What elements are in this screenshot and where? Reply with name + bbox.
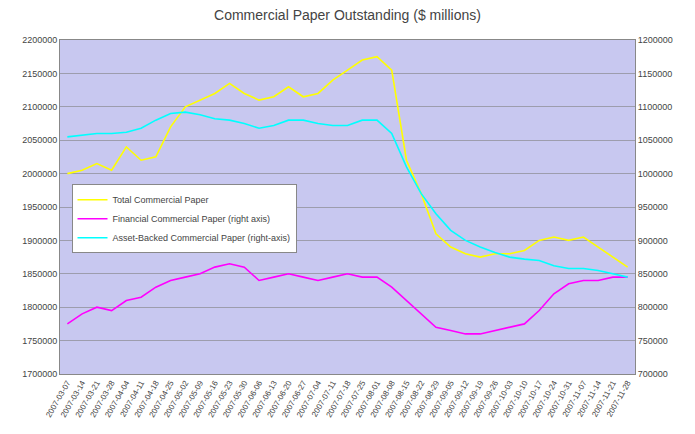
svg-text:2007-03-28: 2007-03-28 <box>89 379 118 419</box>
svg-text:1050000: 1050000 <box>638 135 673 145</box>
svg-text:2007-04-04: 2007-04-04 <box>103 379 132 419</box>
svg-text:2007-05-09: 2007-05-09 <box>177 379 206 419</box>
svg-text:2007-07-04: 2007-07-04 <box>295 379 324 419</box>
svg-text:2007-07-25: 2007-07-25 <box>339 379 368 419</box>
svg-text:2200000: 2200000 <box>22 35 57 45</box>
svg-text:2000000: 2000000 <box>22 169 57 179</box>
svg-text:2007-10-10: 2007-10-10 <box>501 379 530 419</box>
svg-text:2007-06-13: 2007-06-13 <box>251 379 280 419</box>
svg-text:2007-03-21: 2007-03-21 <box>74 379 103 419</box>
svg-text:2007-07-11: 2007-07-11 <box>310 379 338 419</box>
svg-text:750000: 750000 <box>638 336 668 346</box>
svg-text:2007-09-19: 2007-09-19 <box>457 379 486 419</box>
svg-text:2007-09-12: 2007-09-12 <box>442 379 471 419</box>
svg-text:2100000: 2100000 <box>22 102 57 112</box>
svg-text:2007-07-18: 2007-07-18 <box>324 379 353 419</box>
svg-text:2007-06-06: 2007-06-06 <box>236 379 265 419</box>
svg-text:900000: 900000 <box>638 236 668 246</box>
svg-text:2150000: 2150000 <box>22 69 57 79</box>
svg-text:2007-04-25: 2007-04-25 <box>148 379 177 419</box>
svg-text:2007-11-21: 2007-11-21 <box>590 379 618 419</box>
svg-text:2007-06-27: 2007-06-27 <box>280 379 309 419</box>
svg-text:2007-05-16: 2007-05-16 <box>192 379 221 419</box>
svg-text:2007-05-30: 2007-05-30 <box>221 379 250 419</box>
svg-text:1850000: 1850000 <box>22 269 57 279</box>
svg-text:850000: 850000 <box>638 269 668 279</box>
svg-text:2007-11-14: 2007-11-14 <box>575 379 603 419</box>
svg-text:2007-04-11: 2007-04-11 <box>118 379 146 419</box>
svg-text:Total Commercial Paper: Total Commercial Paper <box>113 195 209 205</box>
svg-text:2007-10-17: 2007-10-17 <box>516 379 545 419</box>
svg-text:1200000: 1200000 <box>638 35 673 45</box>
svg-text:2007-06-20: 2007-06-20 <box>265 379 294 419</box>
svg-text:1150000: 1150000 <box>638 69 672 79</box>
svg-text:2007-08-15: 2007-08-15 <box>383 379 412 419</box>
svg-text:2007-08-08: 2007-08-08 <box>369 379 398 419</box>
svg-text:2007-08-01: 2007-08-01 <box>354 379 383 419</box>
svg-text:2007-09-05: 2007-09-05 <box>428 379 457 419</box>
svg-text:2007-08-22: 2007-08-22 <box>398 379 427 419</box>
svg-text:2007-09-26: 2007-09-26 <box>472 379 501 419</box>
svg-text:1000000: 1000000 <box>638 169 673 179</box>
svg-text:2007-11-28: 2007-11-28 <box>605 379 633 419</box>
svg-text:700000: 700000 <box>638 369 668 379</box>
svg-text:Asset-Backed Commercial Paper: Asset-Backed Commercial Paper (right-axi… <box>113 233 291 243</box>
svg-text:1750000: 1750000 <box>22 336 57 346</box>
svg-text:2007-10-24: 2007-10-24 <box>531 379 560 419</box>
svg-text:2007-03-07: 2007-03-07 <box>44 379 73 419</box>
svg-text:950000: 950000 <box>638 202 668 212</box>
svg-text:1800000: 1800000 <box>22 302 57 312</box>
svg-text:1950000: 1950000 <box>22 202 57 212</box>
svg-text:2007-10-03: 2007-10-03 <box>487 379 516 419</box>
svg-text:2007-11-07: 2007-11-07 <box>561 379 589 419</box>
svg-text:2007-05-02: 2007-05-02 <box>162 379 191 419</box>
svg-text:2007-10-31: 2007-10-31 <box>546 379 575 419</box>
svg-text:1700000: 1700000 <box>22 369 57 379</box>
svg-text:2007-05-23: 2007-05-23 <box>206 379 235 419</box>
svg-text:2007-03-14: 2007-03-14 <box>59 379 88 419</box>
svg-text:2007-04-18: 2007-04-18 <box>133 379 162 419</box>
svg-text:800000: 800000 <box>638 302 668 312</box>
svg-text:Financial Commercial Paper (ri: Financial Commercial Paper (right axis) <box>113 214 271 224</box>
svg-text:2050000: 2050000 <box>22 135 57 145</box>
svg-text:1900000: 1900000 <box>22 236 57 246</box>
svg-text:1100000: 1100000 <box>638 102 672 112</box>
svg-text:Commercial Paper Outstanding (: Commercial Paper Outstanding ($ millions… <box>214 7 481 23</box>
svg-text:2007-08-29: 2007-08-29 <box>413 379 442 419</box>
